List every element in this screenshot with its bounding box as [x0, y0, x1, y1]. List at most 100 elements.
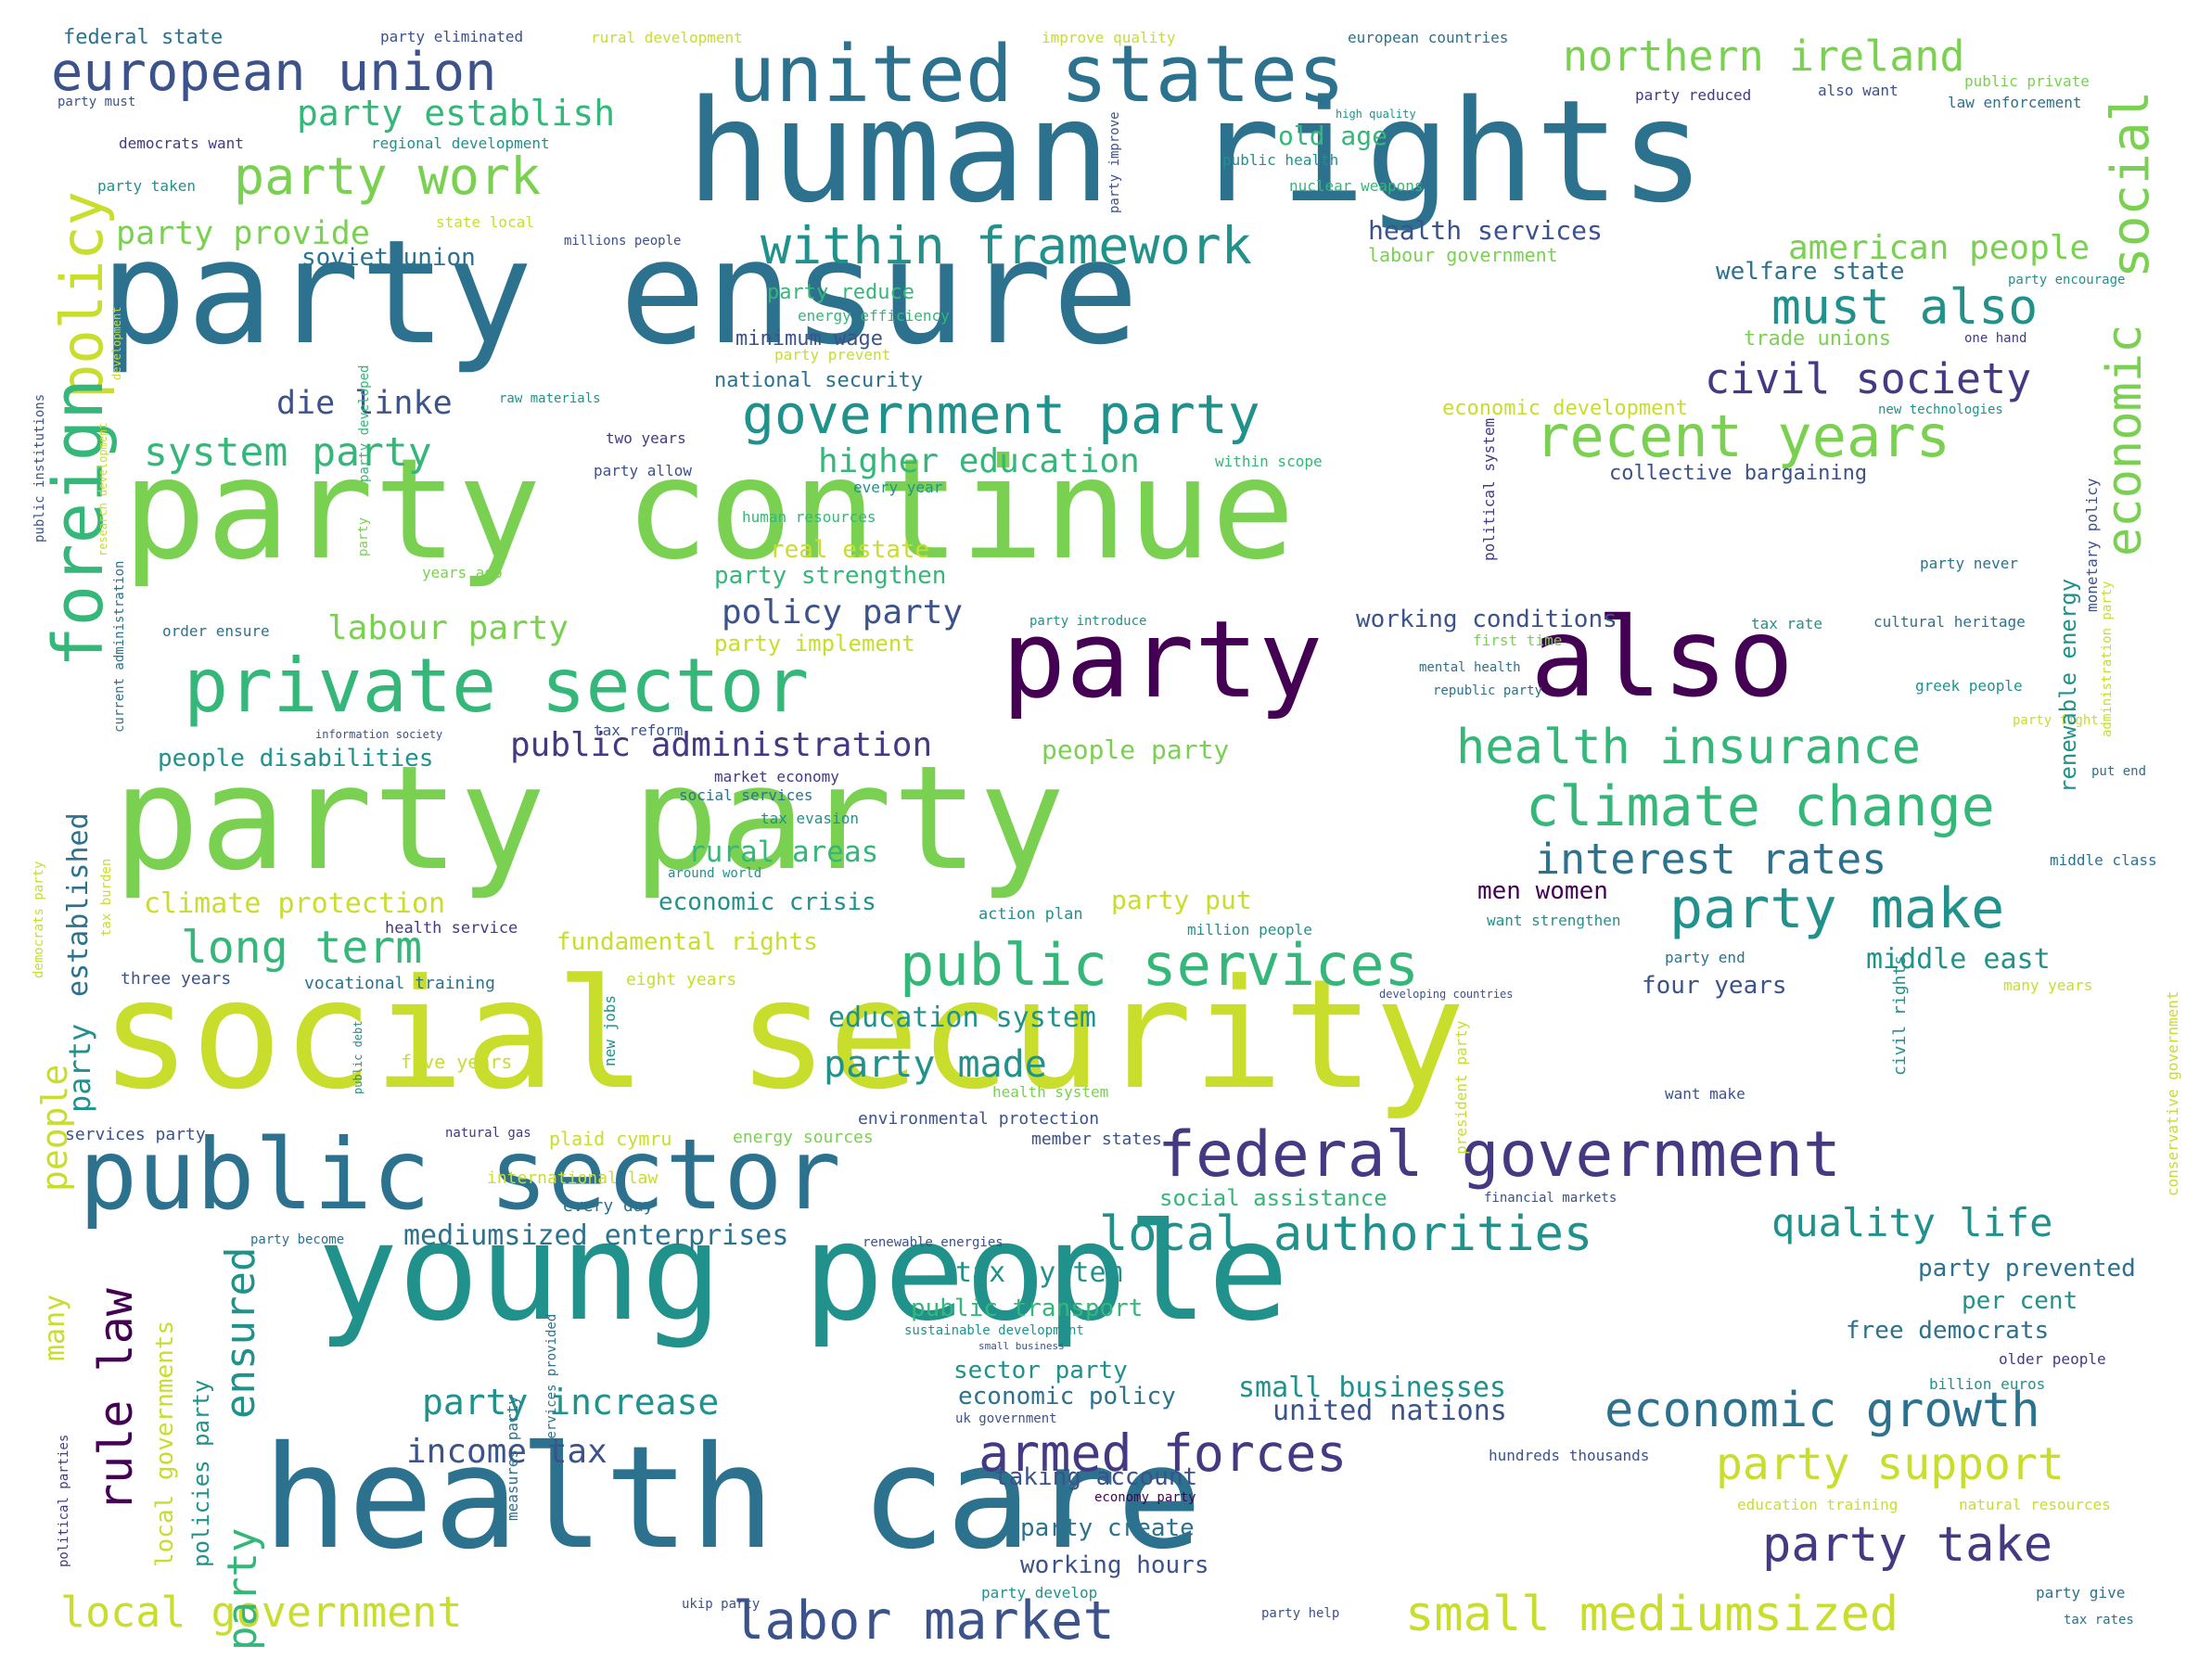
word-public-administration: public administration [510, 726, 933, 764]
word-real-estate: real estate [770, 536, 930, 564]
word-public-debt-vertical: public debt [352, 1020, 364, 1094]
word-party-fight: party fight [2013, 713, 2099, 728]
word-party-made: party made [824, 1043, 1047, 1086]
word-want-strengthen: want strengthen [1487, 912, 1621, 929]
word-federal-state: federal state [63, 26, 224, 49]
word-raw-materials: raw materials [499, 391, 601, 406]
word-party-eliminated: party eliminated [380, 28, 524, 45]
word-within-scope: within scope [1215, 453, 1323, 470]
word-member-states: member states [1031, 1130, 1162, 1149]
word-monetary-policy-vertical: monetary policy [2083, 478, 2101, 613]
word-middle-class: middle class [2050, 851, 2157, 869]
word-international-law: international law [487, 1168, 658, 1188]
word-billion-euros: billion euros [1929, 1375, 2046, 1393]
word-ukip-party: ukip party [682, 1597, 761, 1612]
word-services-provided-vertical: services provided [544, 1313, 559, 1447]
word-new-jobs-vertical: new jobs [601, 994, 619, 1066]
word-vocational-training: vocational training [304, 974, 495, 993]
word-every-day: every day [563, 1196, 654, 1216]
word-party-strengthen: party strengthen [714, 562, 947, 590]
word-law-enforcement: law enforcement [1948, 94, 2082, 111]
word-three-years: three years [121, 969, 232, 989]
word-party-take: party take [1762, 1517, 2053, 1573]
word-small-businesses: small businesses [1238, 1372, 1506, 1404]
word-interest-rates: interest rates [1535, 835, 1887, 884]
word-quality-life: quality life [1771, 1200, 2053, 1245]
word-people-disabilities: people disabilities [158, 745, 434, 772]
word-old-age: old age [1278, 121, 1388, 151]
word-current-administration-vertical: current administration [112, 560, 127, 733]
word-two-years: two years [606, 429, 686, 447]
word-civil-rights-vertical: civil rights [1890, 954, 1910, 1076]
word-public-transport: public transport [911, 1295, 1144, 1322]
word-young-people: young people [317, 1194, 1289, 1351]
word-party-allow: party allow [594, 462, 692, 479]
word-social-services: social services [679, 786, 813, 804]
word-party-implement: party implement [714, 631, 915, 657]
word-party-vertical-left: party [62, 1023, 97, 1113]
word-party-introduce: party introduce [1029, 614, 1147, 629]
word-many-vertical: many [39, 1294, 71, 1361]
word-local-authorities: local authorities [1099, 1206, 1593, 1262]
word-social-assistance: social assistance [1159, 1185, 1387, 1211]
word-party-put: party put [1111, 885, 1252, 915]
word-party-make: party make [1669, 876, 2005, 941]
word-income-tax: income tax [406, 1433, 607, 1471]
word-party-never: party never [1920, 555, 2018, 572]
word-american-people: american people [1788, 229, 2091, 267]
word-middle-east: middle east [1866, 943, 2051, 976]
word-improve-quality: improve quality [1042, 29, 1176, 46]
word-taking-account: taking account [994, 1463, 1198, 1491]
word-labor-market: labor market [733, 1590, 1115, 1652]
word-party-reduced: party reduced [1635, 86, 1752, 104]
word-party-encourage: party encourage [2008, 273, 2126, 287]
word-public-private: public private [1964, 72, 2090, 90]
word-sector-party: sector party [953, 1357, 1128, 1385]
word-labour-government: labour government [1368, 244, 1558, 266]
word-state-local: state local [436, 213, 534, 231]
word-soviet-union: soviet union [301, 244, 476, 272]
word-market-economy: market economy [714, 768, 839, 785]
word-education-system: education system [828, 1002, 1096, 1034]
word-president-party-vertical: president party [1452, 1020, 1470, 1155]
word-party-party: party party [113, 734, 1066, 902]
word-party-taken: party taken [97, 177, 196, 195]
word-health-service: health service [385, 919, 518, 938]
word-nuclear-weapons: nuclear weapons [1289, 177, 1424, 195]
word-economy-party: economy party [1094, 1490, 1196, 1505]
word-economic-growth: economic growth [1605, 1383, 2040, 1438]
word-public-institutions-vertical: public institutions [32, 393, 47, 542]
word-economic-vertical: economic [2097, 324, 2153, 556]
word-policy-vertical: policy [48, 191, 116, 399]
word-united-states: united states [728, 29, 1346, 121]
word-cultural-heritage: cultural heritage [1873, 613, 2026, 631]
word-tax-reform: tax reform [594, 721, 684, 739]
word-system-party: system party [144, 429, 432, 476]
word-economic-crisis: economic crisis [658, 888, 876, 916]
word-plaid-cymru: plaid cymru [549, 1128, 672, 1150]
word-party-developed-vertical: party developed [357, 364, 372, 482]
word-measures-party-vertical: measures party [504, 1396, 521, 1521]
word-financial-markets: financial markets [1484, 1191, 1617, 1206]
word-die-linke: die linke [276, 385, 453, 422]
word-minimum-wage: minimum wage [735, 327, 883, 351]
word-small-business: small business [978, 1340, 1065, 1352]
word-local-government: local government [60, 1588, 463, 1637]
word-economic-policy: economic policy [958, 1383, 1176, 1410]
word-national-security: national security [714, 369, 924, 392]
word-hundreds-thousands: hundreds thousands [1489, 1447, 1650, 1464]
word-higher-education: higher education [818, 442, 1140, 480]
word-rural-development: rural development [591, 29, 743, 46]
word-european-countries: european countries [1348, 29, 1509, 46]
word-working-conditions: working conditions [1356, 606, 1617, 633]
word-trade-unions: trade unions [1744, 327, 1891, 351]
word-human-resources: human resources [742, 508, 876, 526]
word-tax-burden-vertical: tax burden [99, 858, 114, 937]
word-also-want: also want [1818, 82, 1899, 99]
word-party-help: party help [1261, 1606, 1340, 1621]
word-tax-evasion: tax evasion [761, 810, 859, 827]
word-armed-forces: armed forces [978, 1423, 1348, 1483]
word-environmental-protection: environmental protection [858, 1109, 1100, 1129]
word-uk-government: uk government [955, 1411, 1057, 1426]
word-public-health: public health [1222, 151, 1339, 169]
